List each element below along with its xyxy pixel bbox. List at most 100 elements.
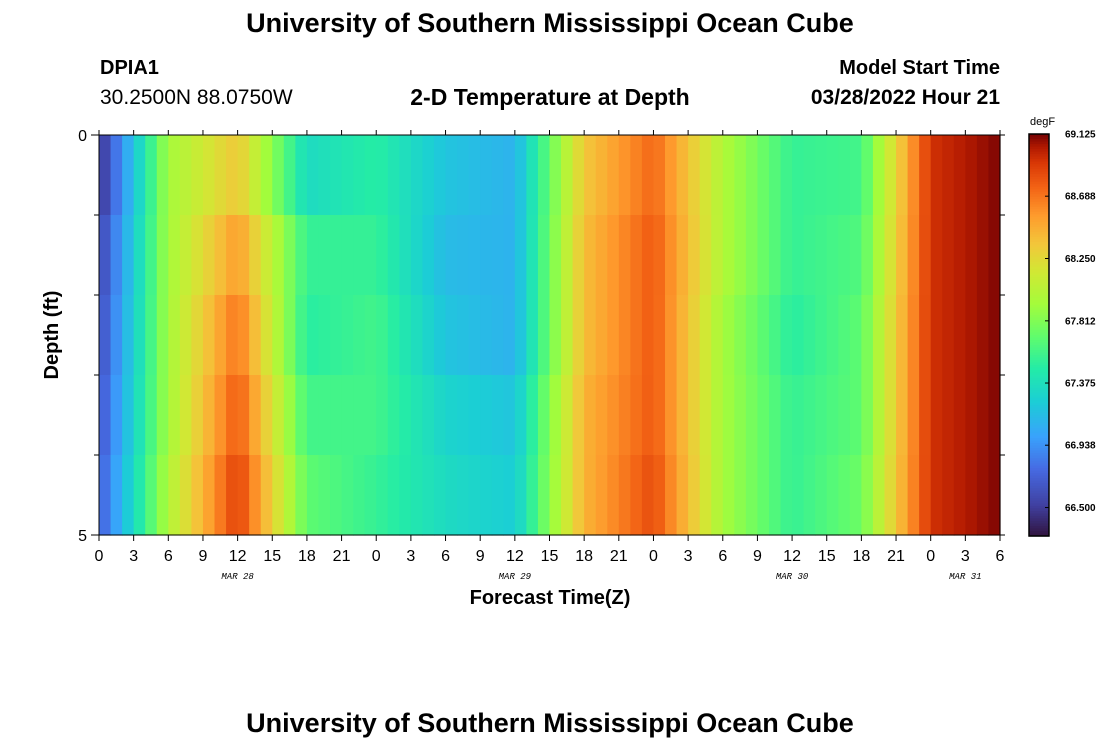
- colorbar-swatch: [1029, 302, 1049, 306]
- heatmap-cell: [641, 295, 655, 376]
- heatmap-cell: [965, 215, 978, 296]
- heatmap-cell: [214, 135, 227, 216]
- heatmap-cell: [503, 375, 516, 456]
- heatmap-cell: [942, 375, 955, 456]
- colorbar-swatch: [1029, 149, 1049, 153]
- heatmap-cell: [202, 455, 216, 536]
- heatmap-cell: [145, 135, 158, 216]
- date-label: MAR 28: [221, 572, 254, 582]
- heatmap-cell: [768, 375, 782, 456]
- heatmap-cell: [457, 375, 470, 456]
- heatmap-cell: [549, 375, 562, 456]
- x-tick-label: 15: [818, 548, 836, 565]
- colorbar-swatch: [1029, 289, 1049, 293]
- heatmap-cell: [618, 135, 631, 216]
- colorbar-tick-label: 66.938: [1065, 441, 1096, 452]
- heatmap-cell: [826, 135, 839, 216]
- heatmap-cell: [122, 455, 135, 536]
- heatmap-cell: [641, 215, 655, 296]
- colorbar-swatch: [1029, 189, 1049, 193]
- heatmap-cell: [676, 295, 689, 376]
- x-tick-label: 18: [575, 548, 593, 565]
- colorbar-swatch: [1029, 345, 1049, 349]
- heatmap-cell: [214, 455, 227, 536]
- colorbar-swatch: [1029, 530, 1049, 535]
- heatmap-cell: [688, 295, 701, 376]
- heatmap-cell: [584, 455, 597, 536]
- heatmap-cell: [722, 135, 735, 216]
- heatmap-cell: [226, 295, 239, 376]
- heatmap-cell: [549, 215, 562, 296]
- heatmap-cell: [584, 135, 597, 216]
- heatmap-cell: [561, 215, 574, 296]
- heatmap-cell: [399, 375, 412, 456]
- heatmap-cell: [330, 455, 343, 536]
- colorbar-swatch: [1029, 186, 1049, 190]
- heatmap-cell: [410, 375, 424, 456]
- heatmap-cell: [491, 375, 504, 456]
- colorbar-swatch: [1029, 214, 1049, 218]
- heatmap-cell: [595, 375, 608, 456]
- heatmap-cell: [376, 135, 389, 216]
- colorbar-tick-label: 69.125: [1065, 130, 1096, 141]
- heatmap-cell: [341, 455, 354, 536]
- colorbar-swatch: [1029, 528, 1049, 532]
- heatmap-cell: [618, 375, 631, 456]
- heatmap-cell: [953, 455, 966, 536]
- colorbar-swatch: [1029, 370, 1049, 374]
- heatmap-cell: [861, 215, 874, 296]
- heatmap-cell: [399, 215, 412, 296]
- heatmap-cell: [249, 135, 262, 216]
- colorbar-swatch: [1029, 161, 1049, 165]
- model-start-label: Model Start Time: [839, 57, 1000, 79]
- heatmap-cell: [676, 135, 689, 216]
- heatmap-cell: [734, 295, 747, 376]
- heatmap-cell: [757, 295, 770, 376]
- model-start-value: 03/28/2022 Hour 21: [810, 86, 1000, 109]
- colorbar-swatch: [1029, 400, 1049, 404]
- heatmap-cell: [976, 135, 990, 216]
- heatmap-cell: [711, 375, 724, 456]
- x-tick-label: 6: [441, 548, 450, 565]
- heatmap-cell: [99, 375, 112, 456]
- heatmap-cell: [295, 215, 308, 296]
- heatmap-cell: [260, 135, 273, 216]
- colorbar-swatch: [1029, 510, 1049, 514]
- heatmap-cell: [168, 455, 181, 536]
- colorbar-swatch: [1029, 493, 1049, 497]
- heatmap-cell: [630, 135, 643, 216]
- colorbar-swatch: [1029, 136, 1049, 140]
- heatmap-cell: [618, 295, 631, 376]
- heatmap-cell: [722, 295, 735, 376]
- colorbar-swatch: [1029, 199, 1049, 203]
- heatmap-cell: [803, 375, 816, 456]
- heatmap-cell: [618, 215, 631, 296]
- colorbar-swatch: [1029, 415, 1049, 419]
- date-label: MAR 29: [499, 572, 532, 582]
- heatmap-cell: [537, 375, 551, 456]
- x-tick-label: 15: [263, 548, 281, 565]
- heatmap-cell: [861, 455, 874, 536]
- heatmap-cell: [526, 455, 539, 536]
- x-tick-label: 15: [541, 548, 559, 565]
- heatmap-cell: [249, 295, 262, 376]
- heatmap-cell: [514, 215, 527, 296]
- heatmap-cell: [976, 375, 990, 456]
- heatmap-cell: [457, 215, 470, 296]
- heatmap-cell: [145, 295, 158, 376]
- heatmap-cell: [191, 215, 204, 296]
- heatmap-cell: [884, 215, 897, 296]
- heatmap-cell: [849, 455, 862, 536]
- heatmap-cell: [988, 135, 1001, 216]
- colorbar-swatch: [1029, 420, 1049, 424]
- heatmap-cell: [214, 375, 227, 456]
- heatmap-cell: [156, 215, 169, 296]
- heatmap-cell: [99, 295, 112, 376]
- colorbar-swatch: [1029, 146, 1049, 150]
- heatmap-cell: [330, 215, 343, 296]
- heatmap-cell: [699, 215, 712, 296]
- heatmap-cell: [168, 135, 181, 216]
- heatmap-cell: [214, 295, 227, 376]
- heatmap-cell: [179, 295, 193, 376]
- heatmap-cell: [896, 455, 909, 536]
